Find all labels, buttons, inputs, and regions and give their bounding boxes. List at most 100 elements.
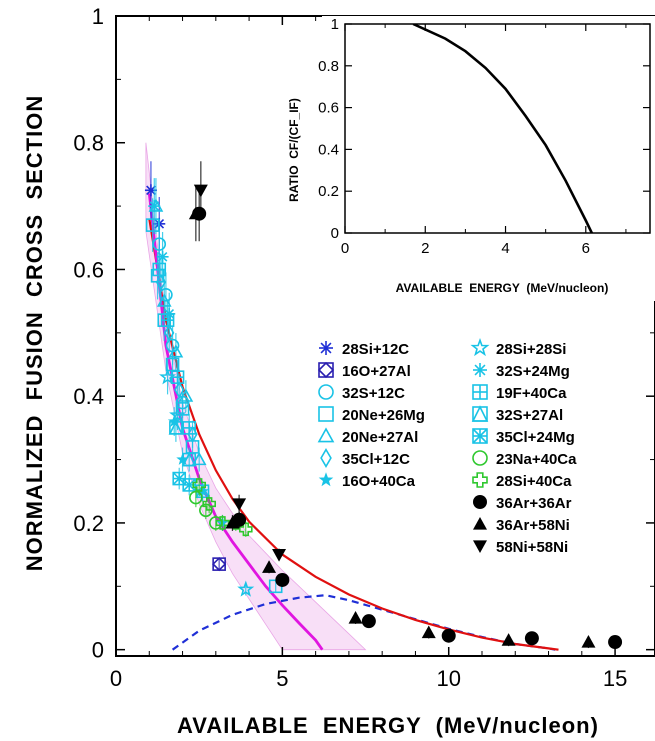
legend-item: 28Si+40Ca xyxy=(472,472,572,490)
marker-triangle xyxy=(348,610,363,624)
data-point xyxy=(192,478,206,492)
marker-diamond xyxy=(317,361,335,379)
legend-label: 16O+40Ca xyxy=(342,473,416,490)
series-28si-28si xyxy=(159,359,255,597)
inset-plot: 0 2 4 6 0 0.2 0.4 0.6 0.8 1 AVAILABLE ENERGY (Me… xyxy=(287,16,655,301)
marker-plus xyxy=(472,472,488,488)
series-36ar-58ni xyxy=(188,186,596,649)
marker-triangle xyxy=(191,451,207,466)
legend-label: 28Si+40Ca xyxy=(496,473,572,490)
marker-triangle xyxy=(193,184,208,198)
marker-circle xyxy=(473,495,487,509)
marker-diamond xyxy=(212,556,227,572)
marker-star xyxy=(470,337,490,357)
legend-item: 58Ni+58Ni xyxy=(473,539,568,556)
inset-y-tick-label: 1 xyxy=(331,16,339,33)
marker-square xyxy=(318,362,334,378)
inset-x-tick-label: 2 xyxy=(421,240,429,257)
marker-triangle xyxy=(501,633,516,646)
legend-item: 23Na+40Ca xyxy=(472,450,577,468)
legend-marker xyxy=(317,427,335,443)
legend-marker xyxy=(317,361,335,379)
marker-square xyxy=(318,406,334,422)
data-point xyxy=(169,406,187,423)
marker-circle xyxy=(318,384,334,400)
series-35cl-24mg xyxy=(172,467,196,496)
inset-y-tick-label: 0.4 xyxy=(318,141,339,158)
legend-marker xyxy=(472,472,488,488)
legend-label: 16O+27Al xyxy=(342,363,411,380)
legend-marker xyxy=(472,384,488,400)
legend-marker xyxy=(320,448,332,468)
marker-star xyxy=(318,472,334,487)
legend-item: 28Si+12C xyxy=(319,341,409,358)
data-point xyxy=(191,451,207,466)
legend-item: 36Ar+36Ar xyxy=(473,495,572,512)
legend-label: 36Ar+58Ni xyxy=(496,517,570,534)
inset-y-tick-label: 0 xyxy=(331,225,339,242)
data-point xyxy=(421,625,436,639)
marker-plus xyxy=(192,478,206,492)
inset-ratio-curve xyxy=(412,24,593,233)
legend-label: 23Na+40Ca xyxy=(496,451,577,468)
marker-stroke xyxy=(149,201,160,211)
legend-label: 19F+40Ca xyxy=(496,385,567,402)
data-point xyxy=(524,631,539,646)
data-point xyxy=(160,313,175,327)
legend-marker xyxy=(473,540,487,553)
legend-marker xyxy=(319,341,333,355)
legend-label: 28Si+28Si xyxy=(496,341,566,358)
data-point xyxy=(262,560,277,573)
legend-label: 32S+27Al xyxy=(496,407,563,424)
x-tick-label: 0 xyxy=(110,666,122,691)
marker-triangle xyxy=(317,427,335,443)
data-point xyxy=(608,635,623,650)
series-19f-40ca xyxy=(152,245,196,442)
data-point xyxy=(215,516,230,530)
legend-label: 28Si+12C xyxy=(342,341,409,358)
x-tick-label: 10 xyxy=(436,666,460,691)
inset-curve xyxy=(412,24,593,233)
marker-diamond xyxy=(174,381,185,399)
legend-item: 35Cl+12C xyxy=(320,448,410,468)
legend-label: 35Cl+12C xyxy=(342,451,410,468)
data-point xyxy=(193,184,208,198)
marker-triangle xyxy=(262,560,277,573)
inset-x-ticks: 0 2 4 6 xyxy=(341,24,627,257)
data-point xyxy=(189,490,203,505)
data-point xyxy=(168,344,184,358)
y-tick-label: 0.2 xyxy=(73,511,104,536)
data-point xyxy=(181,451,197,467)
legend-item: 28Si+28Si xyxy=(470,337,566,358)
legend-marker xyxy=(473,363,487,377)
data-point xyxy=(178,388,194,402)
marker-circle xyxy=(608,635,623,650)
legend-item: 16O+27Al xyxy=(317,361,411,380)
inset-y-ticks: 0 0.2 0.4 0.6 0.8 1 xyxy=(318,16,650,242)
marker-triangle xyxy=(225,515,240,529)
legend-label: 32S+12C xyxy=(342,385,405,402)
data-point xyxy=(145,218,160,232)
x-tick-label: 5 xyxy=(276,666,288,691)
marker-square xyxy=(472,406,488,422)
marker-triangle xyxy=(581,635,596,648)
data-point xyxy=(188,206,203,220)
legend-label: 35Cl+24Mg xyxy=(496,429,575,446)
marker-triangle xyxy=(181,451,197,467)
marker-diamond xyxy=(320,448,332,468)
inset-x-tick-label: 0 xyxy=(341,240,349,257)
data-point xyxy=(174,381,185,399)
main-plot: 0 5 10 15 00.20.40.60.81 AVAILABLE ENERGY (… xyxy=(22,4,655,738)
marker-plus xyxy=(215,516,230,530)
marker-plus xyxy=(202,497,216,511)
data-point xyxy=(232,498,247,511)
data-point xyxy=(155,273,167,291)
legend-item: 35Cl+24Mg xyxy=(472,428,575,446)
y-tick-label: 0 xyxy=(92,638,104,663)
main-y-axis-title: NORMALIZED FUSION CROSS SECTION xyxy=(22,95,47,571)
marker-plus xyxy=(239,522,253,537)
red-fit-curve xyxy=(148,218,559,651)
marker-triangle xyxy=(168,420,184,435)
legend-label: 20Ne+26Mg xyxy=(342,407,425,424)
y-tick-label: 0.8 xyxy=(73,131,104,156)
